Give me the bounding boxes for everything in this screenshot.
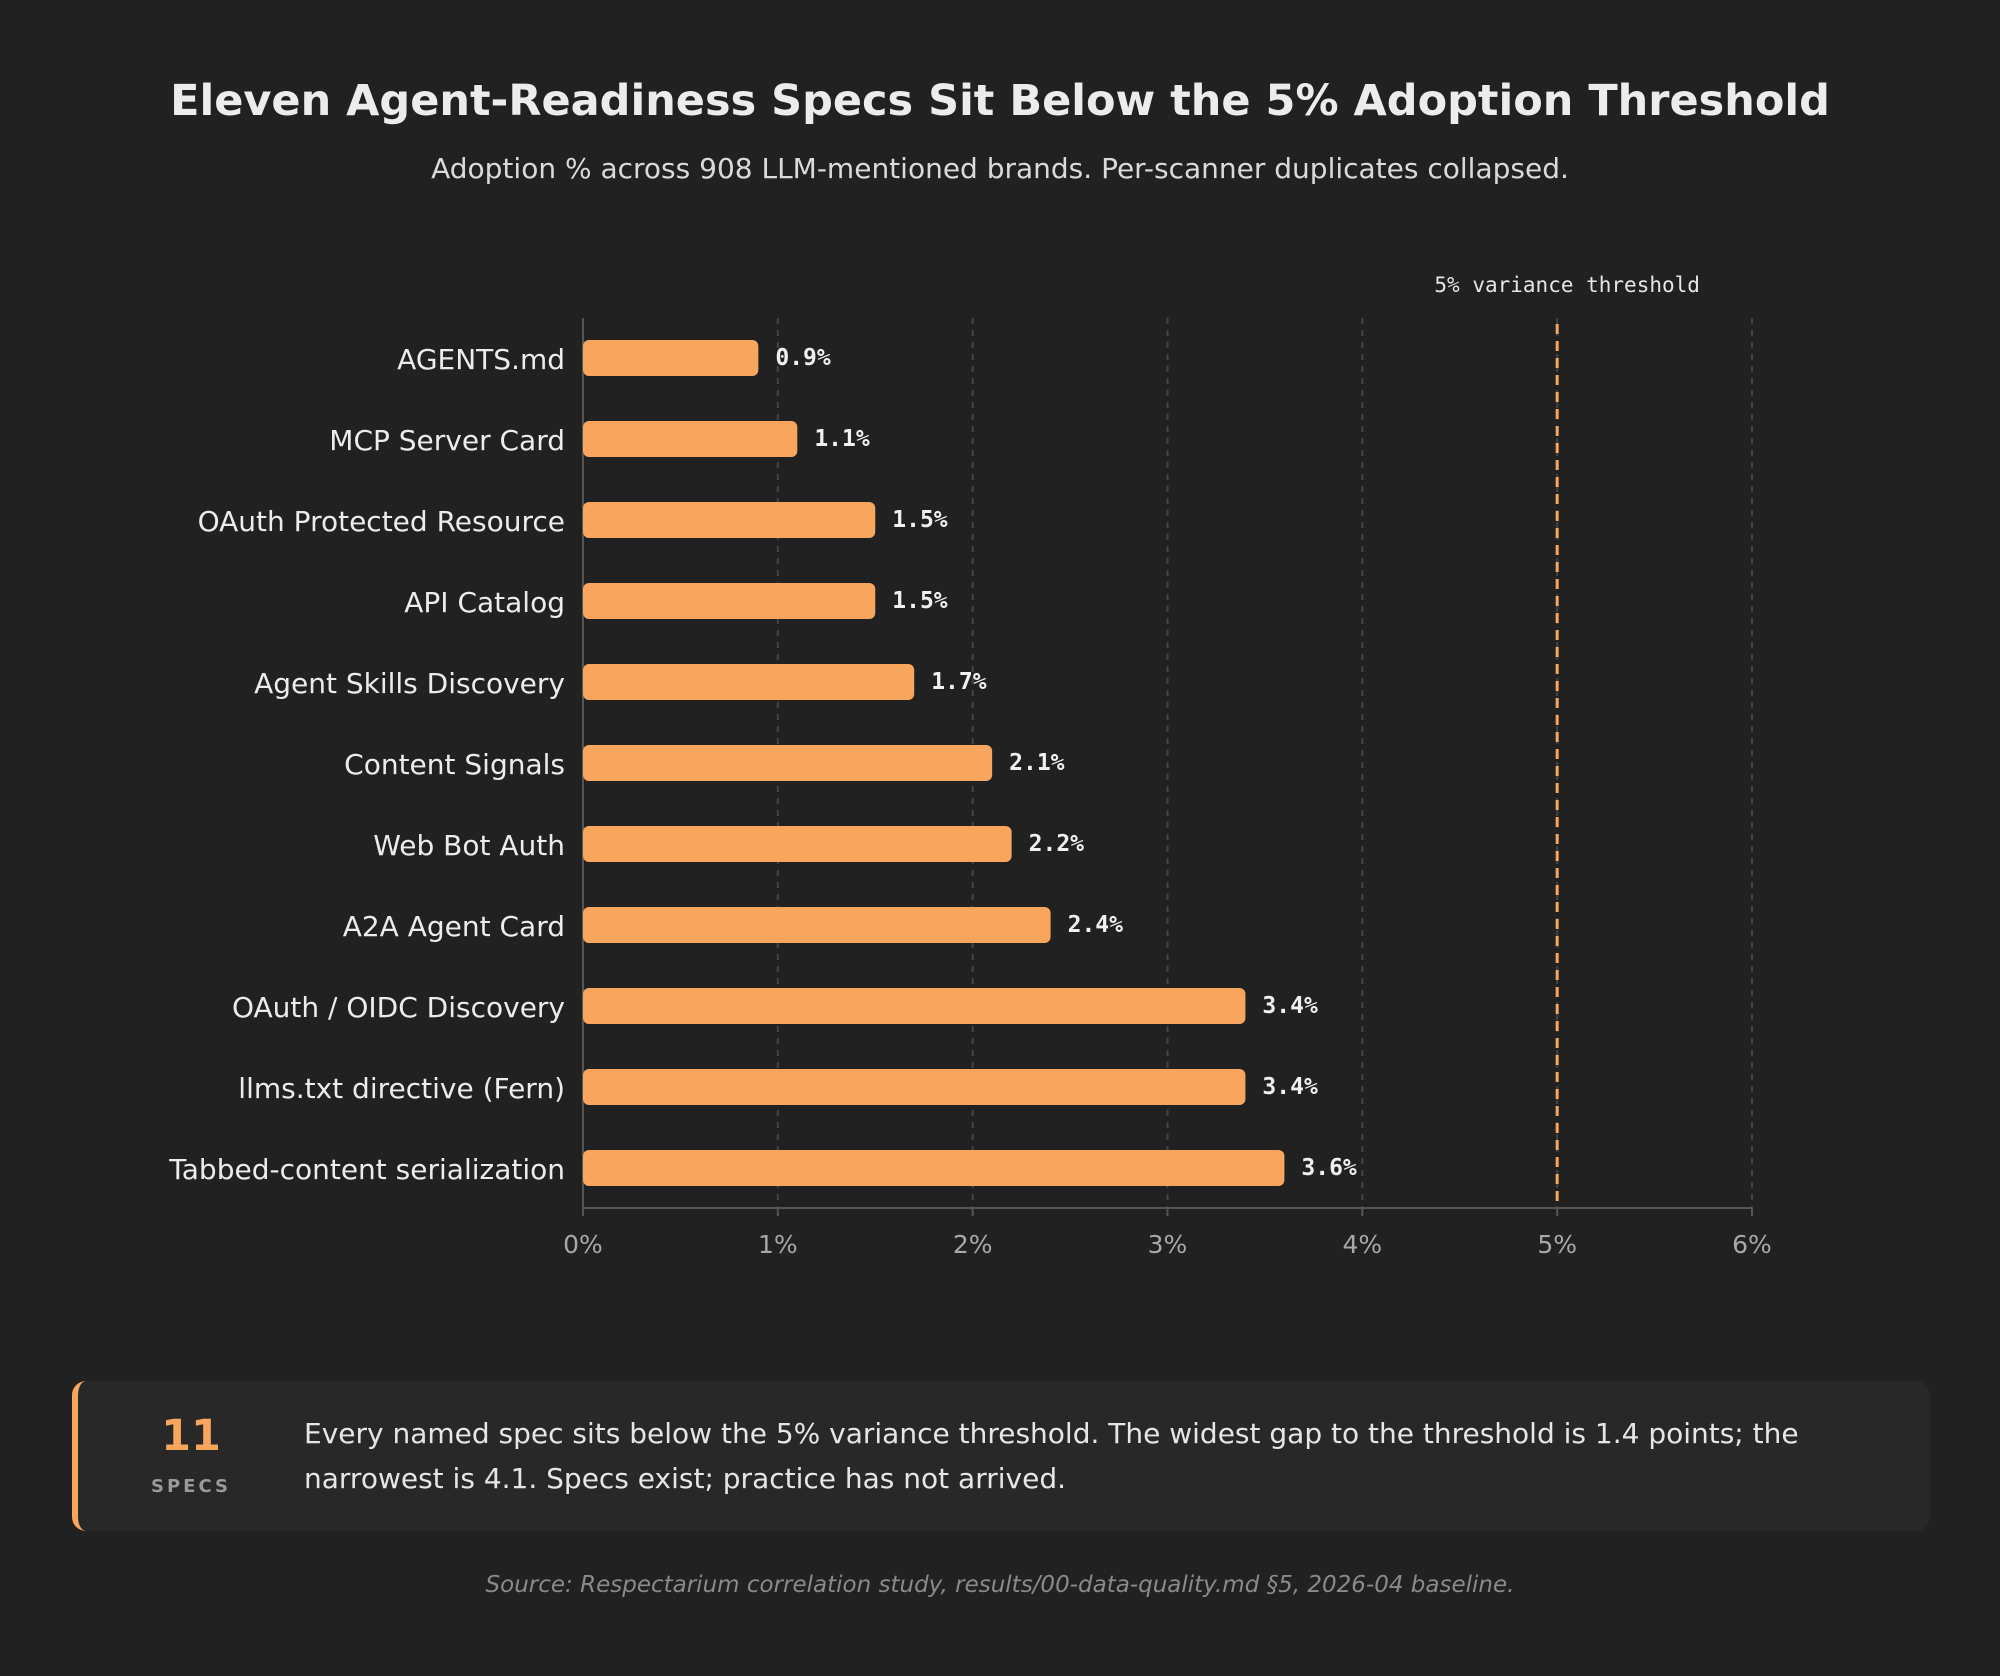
x-tick-label: 0% bbox=[563, 1230, 603, 1259]
bar bbox=[583, 988, 1246, 1024]
bar bbox=[583, 1069, 1246, 1105]
bar bbox=[583, 421, 798, 457]
bar-value-label: 1.7% bbox=[931, 669, 987, 695]
category-label: OAuth Protected Resource bbox=[198, 505, 565, 538]
bar-value-label: 3.6% bbox=[1301, 1155, 1357, 1181]
category-label: Web Bot Auth bbox=[373, 829, 565, 862]
x-tick-label: 2% bbox=[953, 1230, 993, 1259]
chart-subtitle: Adoption % across 908 LLM-mentioned bran… bbox=[431, 152, 1569, 185]
category-label: OAuth / OIDC Discovery bbox=[232, 991, 565, 1024]
bar-value-label: 3.4% bbox=[1262, 1074, 1318, 1100]
category-label: Content Signals bbox=[344, 748, 565, 781]
bar bbox=[583, 502, 876, 538]
bar-chart: 0% 1% 2% 3% 4% 5% 6% 5% variance threshold AGENT… bbox=[168, 273, 1772, 1259]
callout-unit-label: SPECS bbox=[151, 1476, 231, 1497]
source-note: Source: Respectarium correlation study, … bbox=[485, 1572, 1515, 1598]
bar-value-label: 1.5% bbox=[892, 588, 948, 614]
bar-value-label: 3.4% bbox=[1262, 993, 1318, 1019]
bar-value-label: 2.4% bbox=[1068, 912, 1124, 938]
callout-count: 11 bbox=[161, 1411, 221, 1461]
bar bbox=[583, 583, 876, 619]
callout-text: Every named spec sits below the 5% varia… bbox=[304, 1417, 1799, 1495]
bar bbox=[583, 907, 1051, 943]
chart-title: Eleven Agent-Readiness Specs Sit Below t… bbox=[170, 76, 1830, 126]
x-tick-label: 5% bbox=[1537, 1230, 1577, 1259]
summary-callout: 11 SPECS Every named spec sits below the… bbox=[72, 1381, 1930, 1531]
x-tick-label: 3% bbox=[1148, 1230, 1188, 1259]
x-tick-label: 4% bbox=[1342, 1230, 1382, 1259]
bar bbox=[583, 745, 993, 781]
bar bbox=[583, 826, 1012, 862]
bar-value-label: 2.1% bbox=[1009, 750, 1065, 776]
bar-value-label: 2.2% bbox=[1029, 831, 1085, 857]
bar bbox=[583, 340, 759, 376]
bar-value-label: 1.1% bbox=[814, 426, 870, 452]
bar bbox=[583, 1150, 1285, 1186]
threshold-label: 5% variance threshold bbox=[1434, 273, 1700, 297]
x-tick-label: 1% bbox=[758, 1230, 798, 1259]
category-label: Tabbed-content serialization bbox=[168, 1153, 565, 1186]
bar-value-label: 0.9% bbox=[775, 345, 831, 371]
category-label: API Catalog bbox=[404, 586, 565, 619]
x-tick-label: 6% bbox=[1732, 1230, 1772, 1259]
bar-value-label: 1.5% bbox=[892, 507, 948, 533]
category-label: MCP Server Card bbox=[329, 424, 565, 457]
category-label: llms.txt directive (Fern) bbox=[238, 1072, 565, 1105]
bar bbox=[583, 664, 915, 700]
category-label: Agent Skills Discovery bbox=[254, 667, 565, 700]
category-label: A2A Agent Card bbox=[343, 910, 565, 943]
category-label: AGENTS.md bbox=[397, 343, 565, 376]
